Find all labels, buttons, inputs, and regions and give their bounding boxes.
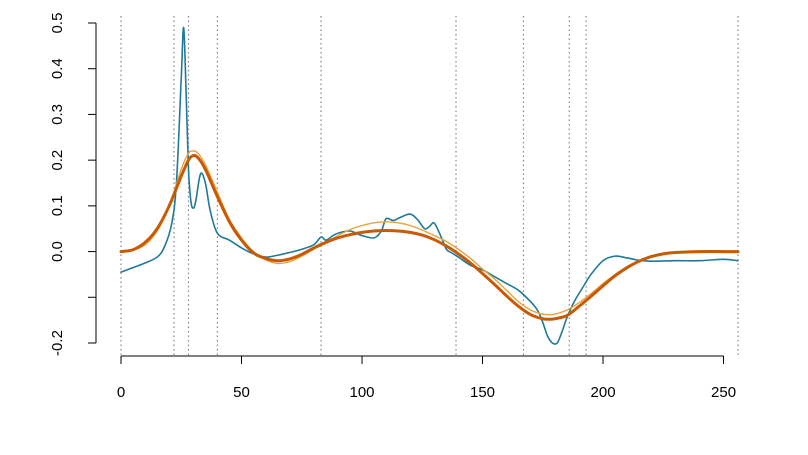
x-axis: 0 50 100 150 200 250 bbox=[117, 355, 736, 401]
x-tick-label: 50 bbox=[233, 384, 250, 401]
series-lines bbox=[119, 26, 740, 345]
y-tick-label: 0.4 bbox=[49, 58, 66, 79]
x-tick-label: 250 bbox=[711, 384, 736, 401]
y-tick-label: 0.3 bbox=[49, 104, 66, 125]
y-tick-label: 0.2 bbox=[49, 150, 66, 171]
y-tick-label: 0.1 bbox=[49, 195, 66, 216]
y-axis: -0.2 0.0 0.1 0.2 0.3 0.4 0.5 bbox=[49, 13, 97, 356]
x-tick-label: 200 bbox=[591, 384, 616, 401]
series-line-2 bbox=[120, 150, 739, 316]
x-tick-label: 150 bbox=[470, 384, 495, 401]
x-tick-label: 0 bbox=[117, 384, 125, 401]
x-tick-label: 100 bbox=[350, 384, 375, 401]
y-tick-label: 0.5 bbox=[49, 13, 66, 34]
series-line-3 bbox=[119, 153, 740, 321]
y-tick-label: 0.0 bbox=[49, 241, 66, 262]
y-tick-label: -0.2 bbox=[49, 330, 66, 356]
